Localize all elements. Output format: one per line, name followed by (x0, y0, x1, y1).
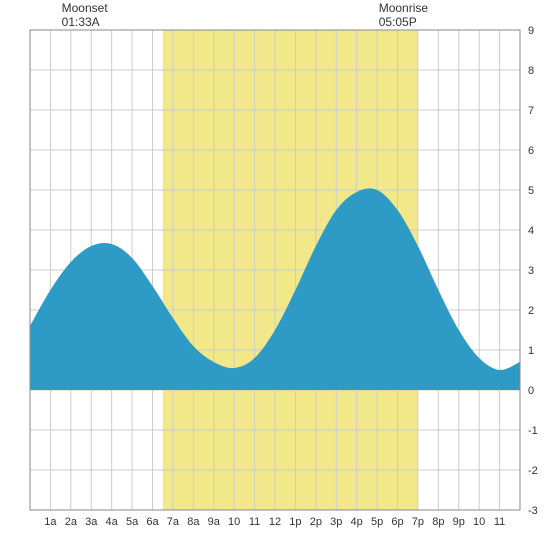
x-tick-label: 6a (146, 516, 159, 528)
x-tick-label: 10 (473, 516, 485, 528)
header-label: Moonrise (379, 1, 429, 15)
x-tick-label: 9a (208, 516, 221, 528)
y-tick-label: -3 (528, 505, 538, 517)
x-tick-label: 4a (106, 516, 119, 528)
x-tick-label: 6p (391, 516, 403, 528)
x-tick-label: 4p (351, 516, 363, 528)
x-tick-label: 7a (167, 516, 180, 528)
x-tick-label: 5p (371, 516, 383, 528)
y-tick-label: 6 (528, 145, 534, 157)
y-tick-label: -1 (528, 425, 538, 437)
x-tick-label: 9p (453, 516, 465, 528)
x-tick-label: 8p (432, 516, 444, 528)
x-tick-label: 10 (228, 516, 240, 528)
x-tick-label: 5a (126, 516, 139, 528)
y-tick-label: 0 (528, 385, 534, 397)
header-time: 05:05P (379, 15, 417, 29)
x-tick-label: 11 (249, 516, 260, 528)
chart-svg: 1a2a3a4a5a6a7a8a9a1011121p2p3p4p5p6p7p8p… (0, 0, 550, 550)
x-tick-label: 1p (289, 516, 301, 528)
y-tick-label: 7 (528, 105, 534, 117)
x-tick-label: 2p (310, 516, 322, 528)
header-label: Moonset (62, 1, 109, 15)
y-tick-label: 8 (528, 65, 534, 77)
x-tick-label: 1a (44, 516, 57, 528)
y-tick-label: 2 (528, 305, 534, 317)
header-time: 01:33A (62, 15, 100, 29)
y-tick-label: 9 (528, 25, 534, 37)
x-tick-label: 8a (187, 516, 200, 528)
x-tick-label: 7p (412, 516, 424, 528)
y-tick-label: 1 (528, 345, 534, 357)
y-tick-label: 3 (528, 265, 534, 277)
tide-chart: 1a2a3a4a5a6a7a8a9a1011121p2p3p4p5p6p7p8p… (0, 0, 550, 550)
x-tick-label: 12 (269, 516, 281, 528)
x-tick-label: 11 (494, 516, 505, 528)
x-tick-label: 3p (330, 516, 342, 528)
x-tick-label: 3a (85, 516, 98, 528)
y-tick-label: 5 (528, 185, 534, 197)
y-tick-label: -2 (528, 465, 538, 477)
y-tick-label: 4 (528, 225, 534, 237)
x-tick-label: 2a (65, 516, 78, 528)
